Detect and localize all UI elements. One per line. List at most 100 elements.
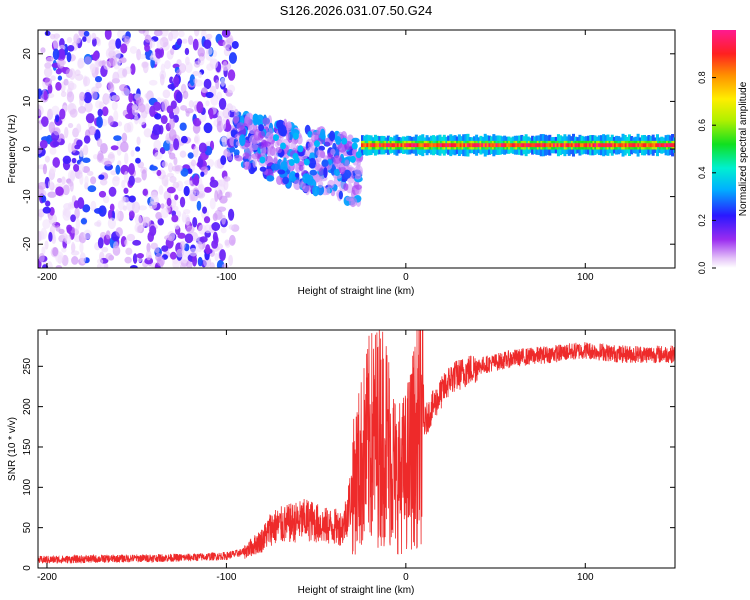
transition-peak-cell <box>292 132 299 140</box>
noise-cell <box>80 218 88 225</box>
noise-cell <box>110 145 119 151</box>
signal-peak-cell <box>606 143 610 148</box>
signal-peak-cell <box>524 143 528 148</box>
noise-cell <box>217 206 227 212</box>
noise-cell <box>53 127 61 136</box>
noise-cell <box>52 157 61 168</box>
colorbar-tick-label: 0.4 <box>697 167 707 180</box>
noise-cell <box>214 190 219 202</box>
signal-peak-cell <box>547 143 551 148</box>
signal-peak-cell <box>658 143 662 148</box>
noise-cell <box>161 100 168 112</box>
signal-peak-cell <box>651 143 655 148</box>
noise-cell <box>79 91 86 101</box>
transition-cell <box>316 127 321 135</box>
noise-cell <box>223 176 231 182</box>
noise-cell <box>49 165 57 174</box>
noise-cell <box>209 197 216 210</box>
noise-cell <box>119 84 128 92</box>
signal-peak-cell <box>429 143 432 148</box>
signal-peak-cell <box>617 143 621 148</box>
noise-cell <box>228 234 236 246</box>
transition-cell <box>276 175 283 186</box>
noise-cell <box>74 69 81 77</box>
noise-cell <box>113 135 122 142</box>
transition-peak-cell <box>349 155 356 163</box>
signal-peak-cell <box>466 143 470 148</box>
noise-cell <box>144 43 150 52</box>
transition-cell <box>307 146 316 154</box>
noise-cell <box>96 258 104 265</box>
noise-cell <box>48 231 53 242</box>
noise-cell <box>66 224 73 232</box>
signal-peak-cell <box>448 143 452 148</box>
noise-cell <box>179 262 186 268</box>
noise-cell <box>66 36 73 43</box>
transition-cell <box>239 134 246 147</box>
transition-cell <box>327 179 335 189</box>
noise-cell <box>177 232 186 239</box>
transition-cell <box>309 169 318 176</box>
spectrogram-y-tick-label: 20 <box>22 48 33 60</box>
snr-xlabel: Height of straight line (km) <box>298 585 415 596</box>
signal-peak-cell <box>439 143 443 148</box>
noise-cell <box>77 105 87 114</box>
signal-peak-cell <box>513 143 517 148</box>
signal-peak-cell <box>400 143 404 148</box>
noise-cell <box>203 78 212 90</box>
noise-cell <box>146 242 151 253</box>
noise-cell <box>227 84 236 94</box>
signal-peak-cell <box>377 143 380 148</box>
noise-cell <box>179 122 187 131</box>
signal-peak-cell <box>445 143 449 148</box>
noise-cell <box>117 30 126 39</box>
noise-cell <box>179 150 187 158</box>
signal-peak-cell <box>590 143 594 148</box>
noise-cell <box>169 76 174 84</box>
signal-peak-cell <box>578 143 581 148</box>
noise-cell <box>136 253 144 259</box>
noise-cell <box>167 162 174 173</box>
signal-peak-cell <box>635 143 639 148</box>
transition-peak-cell <box>341 137 348 145</box>
noise-cell <box>169 251 177 260</box>
signal-peak-cell <box>423 143 427 148</box>
noise-cell <box>101 106 109 117</box>
noise-cell <box>64 207 71 218</box>
noise-cell <box>205 33 213 40</box>
noise-cell <box>51 105 60 116</box>
noise-cell <box>73 33 80 44</box>
transition-cell <box>316 149 324 157</box>
noise-cell <box>67 123 74 129</box>
noise-cell <box>79 242 84 254</box>
noise-cell <box>91 37 97 47</box>
noise-cell <box>84 101 93 113</box>
snr-y-tick-label: 200 <box>22 398 33 415</box>
signal-peak-cell <box>495 143 499 148</box>
signal-peak-cell <box>508 143 511 148</box>
noise-cell <box>196 240 203 253</box>
noise-cell <box>193 30 200 37</box>
transition-cell <box>343 169 352 179</box>
noise-cell <box>94 67 100 76</box>
noise-cell <box>75 218 81 231</box>
noise-cell <box>95 81 102 89</box>
noise-cell <box>41 246 46 255</box>
noise-cell <box>112 176 121 182</box>
signal-peak-cell <box>660 143 664 148</box>
noise-cell <box>48 213 58 225</box>
noise-cell <box>166 197 172 207</box>
noise-cell <box>196 200 202 211</box>
noise-cell <box>130 63 136 75</box>
noise-cell <box>128 210 135 220</box>
snr-y-ticks: 0 50 100 150 200 250 <box>22 358 675 571</box>
signal-peak-cell <box>605 143 608 148</box>
signal-peak-cell <box>405 143 409 148</box>
noise-cell <box>134 114 139 125</box>
noise-cell <box>145 250 152 261</box>
noise-cell <box>214 209 223 220</box>
noise-cell <box>198 183 205 194</box>
noise-cell <box>159 73 165 86</box>
signal-peak-cell <box>576 143 580 148</box>
signal-peak-cell <box>552 143 556 148</box>
